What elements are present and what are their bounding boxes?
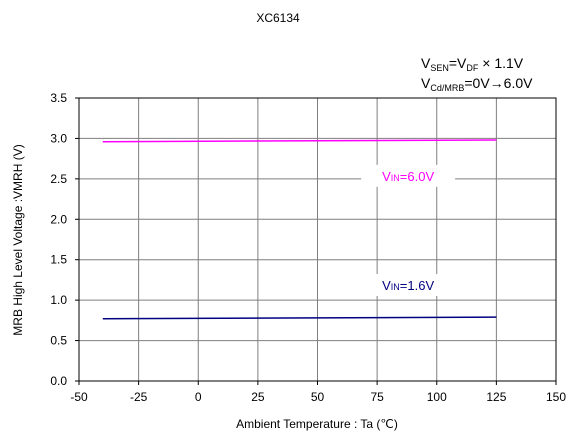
x-tick-label: 150 [546, 390, 566, 404]
y-tick-label: 1.5 [50, 253, 67, 267]
y-tick-label: 0.0 [50, 374, 67, 388]
x-tick-label: -25 [130, 390, 148, 404]
x-axis-label: Ambient Temperature : Ta (℃) [236, 417, 398, 431]
ticks: -50 -25 0 25 50 75 100 125 150 0.0 0.5 1.0 1.5 2.0 2.5… [50, 91, 566, 404]
x-tick-label: 100 [427, 390, 447, 404]
series-label-bg [361, 164, 456, 187]
series-labels: VIN=6.0V VIN=1.6V [361, 164, 456, 297]
series-layer [102, 139, 497, 320]
series-label-bg [361, 274, 456, 297]
series-label-0: VIN=6.0V [382, 169, 434, 184]
y-tick-label: 1.0 [50, 293, 67, 307]
y-tick-label: 3.5 [50, 91, 67, 105]
y-axis-label: MRB High Level Voltage :VMRH (V) [11, 144, 25, 335]
y-tick-label: 2.5 [50, 172, 67, 186]
x-tick-label: -50 [70, 390, 88, 404]
series-line-1 [102, 316, 497, 320]
x-tick-label: 25 [251, 390, 265, 404]
condition-line-2: VCd/MRB=0V→6.0V [421, 75, 533, 93]
y-tick-label: 3.0 [50, 131, 67, 145]
y-tick-label: 2.0 [50, 212, 67, 226]
chart-title: XC6134 [256, 11, 300, 25]
y-tick-label: 0.5 [50, 334, 67, 348]
conditions: VSEN=VDF × 1.1V VCd/MRB=0V→6.0V [421, 55, 533, 93]
series-line-0 [102, 139, 497, 143]
x-tick-label: 125 [486, 390, 506, 404]
x-tick-label: 0 [195, 390, 202, 404]
grid [79, 98, 556, 381]
series-label-1: VIN=1.6V [382, 278, 434, 293]
x-tick-label: 50 [311, 390, 325, 404]
x-tick-label: 75 [370, 390, 384, 404]
condition-line-1: VSEN=VDF × 1.1V [421, 55, 524, 73]
